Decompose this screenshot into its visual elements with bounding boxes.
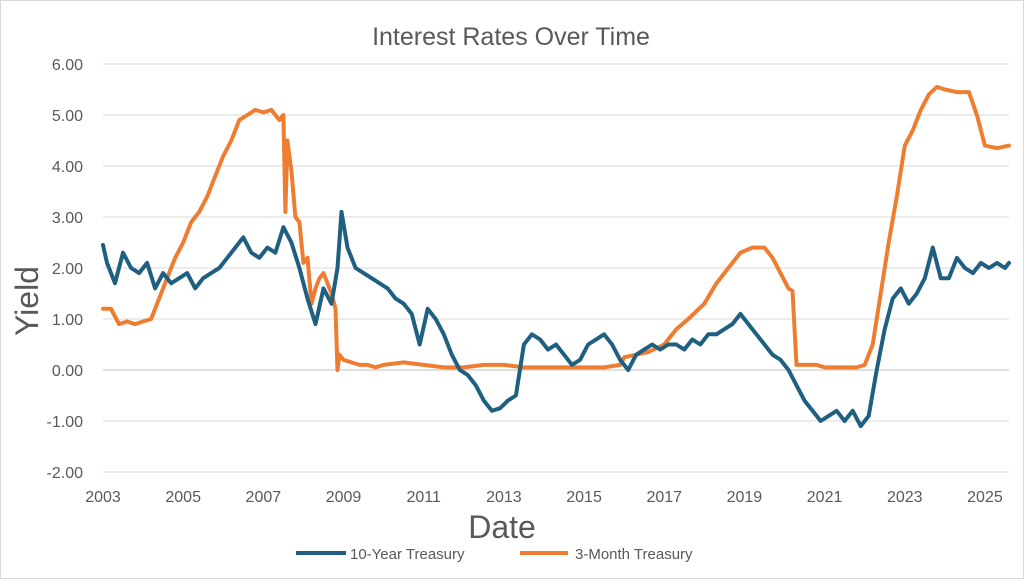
- y-tick-label: 1.00: [52, 312, 83, 329]
- y-tick-label: 2.00: [52, 261, 83, 278]
- y-tick-label: 4.00: [52, 159, 83, 176]
- x-tick-label: 2023: [887, 489, 923, 506]
- y-tick-label: 0.00: [52, 363, 83, 380]
- x-tick-label: 2021: [807, 489, 843, 506]
- legend-label-3-month: 3-Month Treasury: [575, 546, 693, 563]
- legend-label-10-year: 10-Year Treasury: [350, 546, 465, 563]
- x-axis-title: Date: [468, 509, 536, 545]
- series-line-3-month-treasury: [101, 84, 1011, 372]
- y-tick-label: -1.00: [47, 414, 84, 431]
- legend: 10-Year Treasury 3-Month Treasury: [296, 546, 693, 563]
- chart-title: Interest Rates Over Time: [372, 23, 650, 51]
- series-line-10-year-treasury: [101, 209, 1011, 429]
- y-axis-ticks: -2.00 -1.00 0.00 1.00 2.00 3.00 4.00 5.00 6.00: [47, 57, 84, 482]
- x-tick-label: 2015: [566, 489, 602, 506]
- x-tick-label: 2009: [326, 489, 362, 506]
- x-tick-label: 2005: [165, 489, 201, 506]
- x-tick-label: 2007: [246, 489, 282, 506]
- x-tick-label: 2011: [407, 489, 442, 506]
- x-tick-label: 2025: [967, 489, 1003, 506]
- series-lines: [101, 84, 1011, 429]
- x-tick-label: 2017: [646, 489, 682, 506]
- y-tick-label: -2.00: [47, 465, 84, 482]
- x-tick-label: 2003: [85, 489, 121, 506]
- y-tick-label: 6.00: [52, 57, 83, 74]
- gridlines: [103, 63, 1009, 473]
- x-tick-label: 2013: [486, 489, 522, 506]
- y-tick-label: 3.00: [52, 210, 83, 227]
- x-axis-ticks: 2003 2005 2007 2009 2011 2013 2015 2017 2019 2021…: [85, 489, 1003, 506]
- x-tick-label: 2019: [727, 489, 763, 506]
- y-tick-label: 5.00: [52, 108, 83, 125]
- y-axis-title: Yield: [9, 266, 45, 336]
